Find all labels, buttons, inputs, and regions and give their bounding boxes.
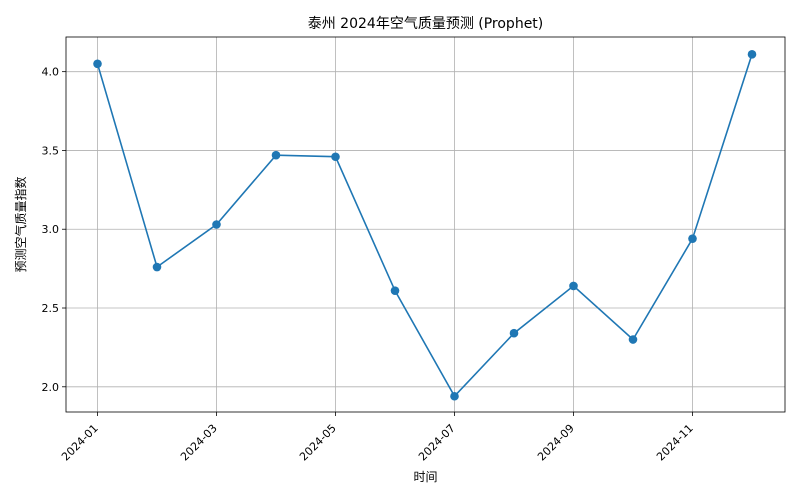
data-point [331,152,340,162]
y-tick-label: 4.0 [42,66,60,79]
data-point [152,262,162,272]
y-axis-label: 预测空气质量指数 [13,176,28,272]
data-point [93,59,102,69]
data-point [747,50,757,59]
data-point [628,335,638,344]
grid [66,37,785,412]
x-tick-label: 2024-03 [178,422,220,464]
data-point [450,391,459,401]
x-tick-label: 2024-09 [535,422,577,464]
data-point [569,281,578,291]
ticks: 2.0 2.5 3.0 3.5 4.0 2024-01 2024-03 2024-05 2024… [42,66,696,464]
data-point [271,150,281,160]
data-point [688,234,697,243]
data-point [212,220,221,229]
data-point [509,328,519,338]
x-tick-label: 2024-11 [654,422,696,464]
y-tick-label: 2.5 [42,302,60,315]
series-line [96,54,753,398]
series-layer [93,50,757,401]
y-tick-label: 3.0 [42,223,60,236]
y-tick-label: 2.0 [42,381,60,394]
data-point [390,286,400,295]
x-tick-label: 2024-07 [416,422,458,464]
x-tick-label: 2024-05 [297,422,339,464]
chart-title: 泰州 2024年空气质量预测 (Prophet) [308,16,544,32]
x-tick-label: 2024-01 [59,422,101,464]
plot-area-frame [65,36,786,413]
x-axis-label: 时间 [413,470,437,484]
y-tick-label: 3.5 [42,144,60,157]
